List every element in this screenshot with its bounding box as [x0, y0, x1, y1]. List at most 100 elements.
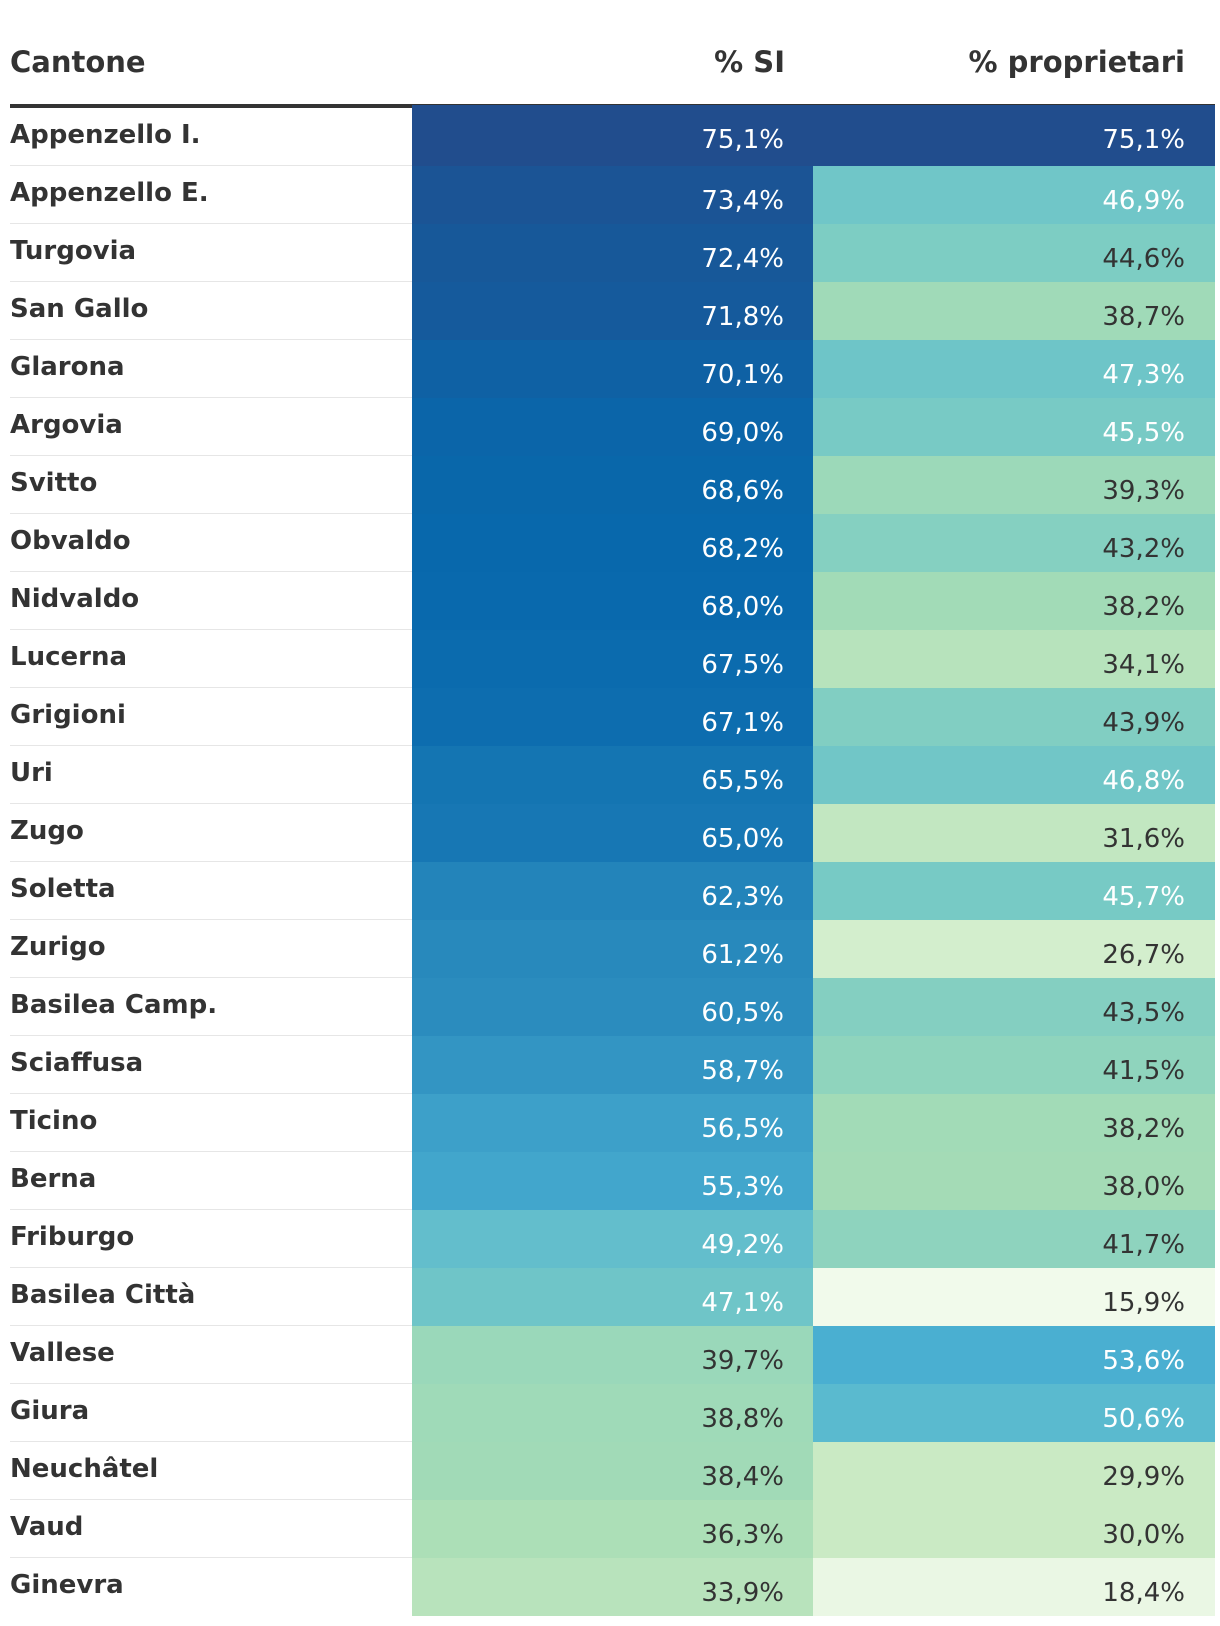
cantone-name: Nidvaldo	[10, 584, 140, 614]
table-row: Vallese 39,7% 53,6%	[10, 1326, 1215, 1384]
si-cell: 62,3%	[412, 862, 814, 920]
table-row: Sciaffusa 58,7% 41,5%	[10, 1036, 1215, 1094]
si-cell: 61,2%	[412, 920, 814, 978]
si-cell: 68,6%	[412, 456, 814, 514]
cantone-name: Uri	[10, 758, 53, 788]
table-row: Zugo 65,0% 31,6%	[10, 804, 1215, 862]
proprietari-cell: 43,5%	[813, 978, 1215, 1036]
cantone-name: Sciaffusa	[10, 1048, 144, 1078]
proprietari-cell: 30,0%	[813, 1500, 1215, 1558]
cantone-name: Soletta	[10, 874, 116, 904]
table-row: Zurigo 61,2% 26,7%	[10, 920, 1215, 978]
table-row: Friburgo 49,2% 41,7%	[10, 1210, 1215, 1268]
table-row: Uri 65,5% 46,8%	[10, 746, 1215, 804]
si-cell: 73,4%	[412, 166, 814, 224]
proprietari-cell: 50,6%	[813, 1384, 1215, 1442]
table-row: Basilea Camp. 60,5% 43,5%	[10, 978, 1215, 1036]
table-row: Svitto 68,6% 39,3%	[10, 456, 1215, 514]
cantone-name: Argovia	[10, 410, 123, 440]
proprietari-cell: 26,7%	[813, 920, 1215, 978]
data-table: Cantone % SI % proprietari Appenzello I.…	[10, 0, 1215, 1616]
table-row: Argovia 69,0% 45,5%	[10, 398, 1215, 456]
proprietari-cell: 47,3%	[813, 340, 1215, 398]
table-row: Lucerna 67,5% 34,1%	[10, 630, 1215, 688]
proprietari-cell: 38,2%	[813, 572, 1215, 630]
si-cell: 71,8%	[412, 282, 814, 340]
proprietari-cell: 41,5%	[813, 1036, 1215, 1094]
table-row: San Gallo 71,8% 38,7%	[10, 282, 1215, 340]
proprietari-cell: 39,3%	[813, 456, 1215, 514]
cantone-name: Vaud	[10, 1512, 84, 1542]
proprietari-cell: 38,0%	[813, 1152, 1215, 1210]
proprietari-cell: 46,8%	[813, 746, 1215, 804]
cantone-name: Grigioni	[10, 700, 126, 730]
cantone-name: San Gallo	[10, 294, 149, 324]
cantone-name: Obvaldo	[10, 526, 131, 556]
si-cell: 67,5%	[412, 630, 814, 688]
table-row: Ginevra 33,9% 18,4%	[10, 1558, 1215, 1616]
cantone-name: Berna	[10, 1164, 97, 1194]
si-cell: 47,1%	[412, 1268, 814, 1326]
cantone-name: Glarona	[10, 352, 125, 382]
cantone-name: Basilea Città	[10, 1280, 196, 1310]
si-cell: 68,0%	[412, 572, 814, 630]
table-row: Turgovia 72,4% 44,6%	[10, 224, 1215, 282]
proprietari-cell: 44,6%	[813, 224, 1215, 282]
proprietari-cell: 43,9%	[813, 688, 1215, 746]
table-header: Cantone % SI % proprietari	[10, 0, 1215, 108]
si-cell: 65,0%	[412, 804, 814, 862]
cantone-name: Giura	[10, 1396, 90, 1426]
si-cell: 58,7%	[412, 1036, 814, 1094]
table-row: Giura 38,8% 50,6%	[10, 1384, 1215, 1442]
table-row: Grigioni 67,1% 43,9%	[10, 688, 1215, 746]
cantone-name: Vallese	[10, 1338, 115, 1368]
table-body: Appenzello I. 75,1% 75,1% Appenzello E. 73,4…	[10, 105, 1215, 1616]
table-row: Soletta 62,3% 45,7%	[10, 862, 1215, 920]
proprietari-cell: 38,2%	[813, 1094, 1215, 1152]
si-cell: 72,4%	[412, 224, 814, 282]
table-row: Obvaldo 68,2% 43,2%	[10, 514, 1215, 572]
si-cell: 60,5%	[412, 978, 814, 1036]
si-cell: 55,3%	[412, 1152, 814, 1210]
column-header-cantone: Cantone	[10, 45, 146, 79]
proprietari-cell: 38,7%	[813, 282, 1215, 340]
proprietari-cell: 15,9%	[813, 1268, 1215, 1326]
si-cell: 39,7%	[412, 1326, 814, 1384]
si-cell: 75,1%	[412, 105, 814, 166]
si-cell: 33,9%	[412, 1558, 814, 1616]
cantone-name: Ginevra	[10, 1570, 124, 1600]
cantone-name: Zugo	[10, 816, 84, 846]
proprietari-cell: 53,6%	[813, 1326, 1215, 1384]
si-cell: 69,0%	[412, 398, 814, 456]
table-row: Appenzello E. 73,4% 46,9%	[10, 166, 1215, 224]
table-row: Berna 55,3% 38,0%	[10, 1152, 1215, 1210]
cantone-name: Neuchâtel	[10, 1454, 159, 1484]
si-cell: 49,2%	[412, 1210, 814, 1268]
proprietari-cell: 41,7%	[813, 1210, 1215, 1268]
si-cell: 38,8%	[412, 1384, 814, 1442]
cantone-name: Appenzello E.	[10, 178, 209, 208]
cantone-name: Friburgo	[10, 1222, 135, 1252]
table-row: Glarona 70,1% 47,3%	[10, 340, 1215, 398]
cantone-name: Ticino	[10, 1106, 98, 1136]
cantone-name: Zurigo	[10, 932, 106, 962]
table-row: Ticino 56,5% 38,2%	[10, 1094, 1215, 1152]
si-cell: 38,4%	[412, 1442, 814, 1500]
si-cell: 36,3%	[412, 1500, 814, 1558]
si-cell: 68,2%	[412, 514, 814, 572]
si-cell: 56,5%	[412, 1094, 814, 1152]
proprietari-cell: 46,9%	[813, 166, 1215, 224]
cantone-name: Lucerna	[10, 642, 127, 672]
proprietari-cell: 18,4%	[813, 1558, 1215, 1616]
proprietari-cell: 45,7%	[813, 862, 1215, 920]
proprietari-cell: 75,1%	[813, 105, 1215, 166]
si-cell: 67,1%	[412, 688, 814, 746]
table-row: Appenzello I. 75,1% 75,1%	[10, 105, 1215, 166]
proprietari-cell: 34,1%	[813, 630, 1215, 688]
table-row: Nidvaldo 68,0% 38,2%	[10, 572, 1215, 630]
si-cell: 70,1%	[412, 340, 814, 398]
column-header-proprietari: % proprietari	[968, 45, 1185, 79]
proprietari-cell: 45,5%	[813, 398, 1215, 456]
table-row: Vaud 36,3% 30,0%	[10, 1500, 1215, 1558]
table-row: Neuchâtel 38,4% 29,9%	[10, 1442, 1215, 1500]
